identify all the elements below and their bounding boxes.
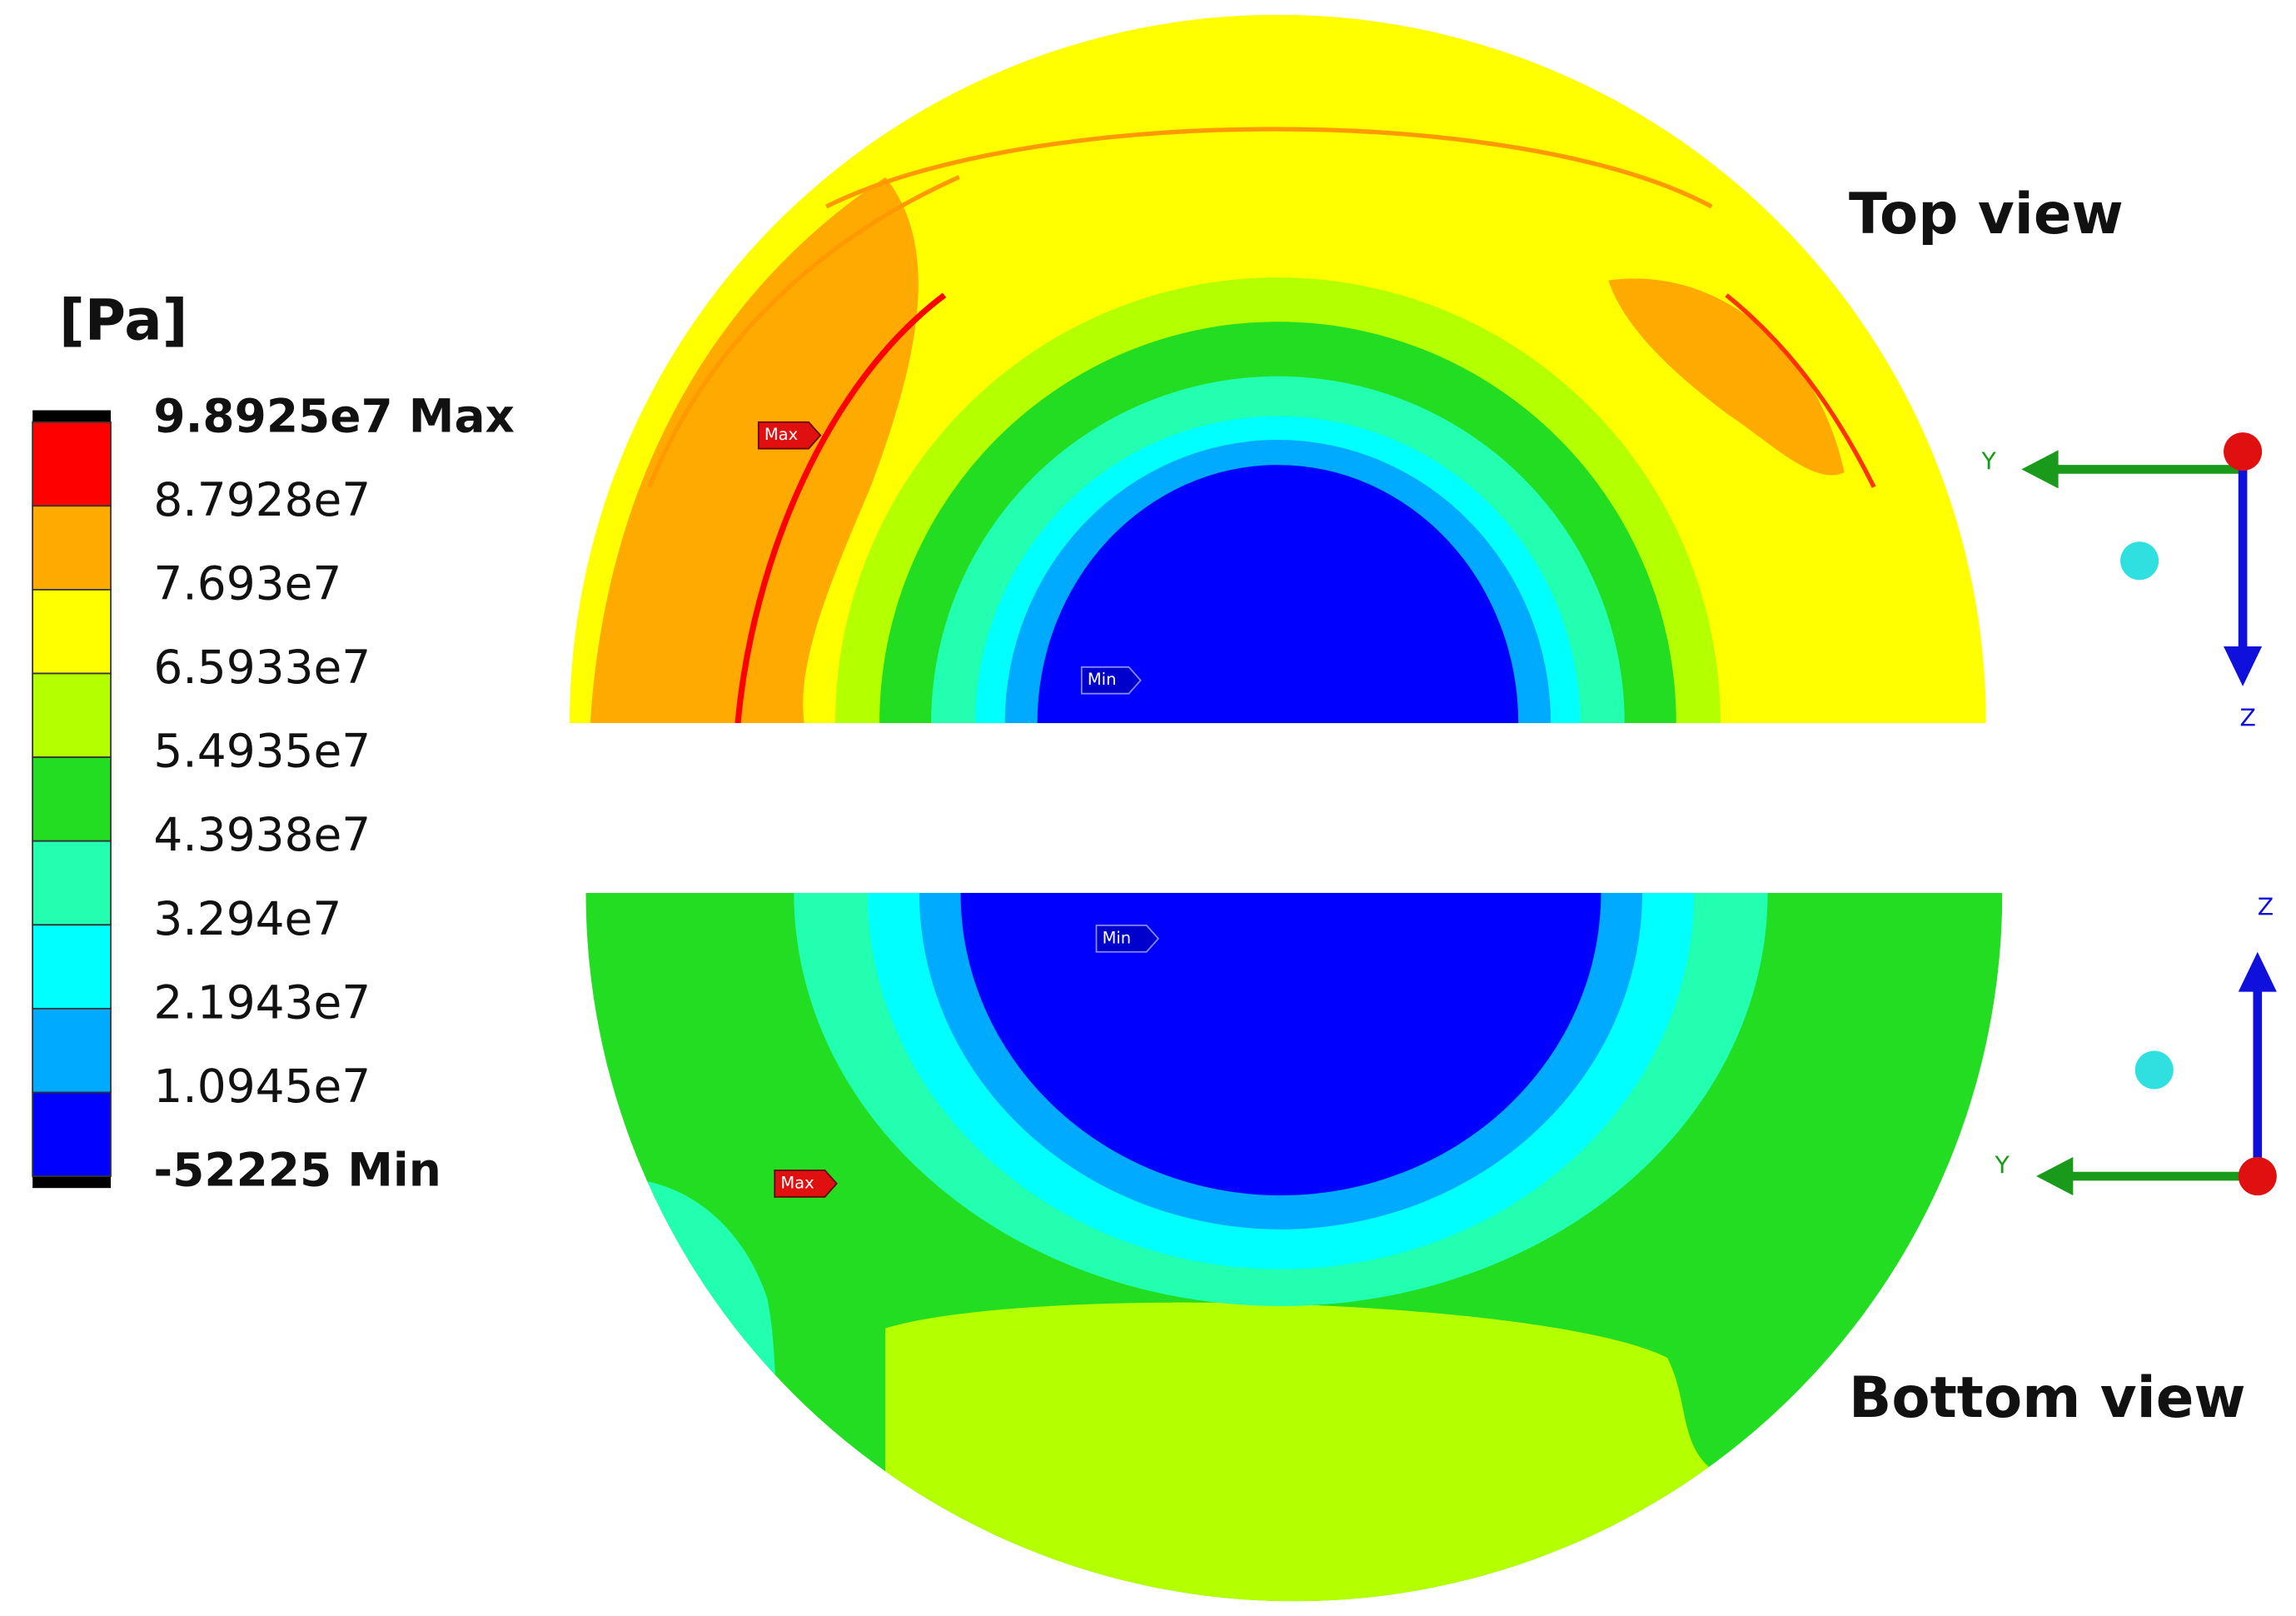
legend-label: 9.8925e7 Max: [153, 389, 515, 442]
legend-label: 4.3938e7: [153, 808, 371, 861]
axis-triad: Y Z: [1981, 432, 2263, 732]
legend-label: 1.0945e7: [153, 1060, 371, 1113]
legend-band: [32, 1091, 112, 1177]
legend-label: 6.5933e7: [153, 641, 371, 694]
legend-band: [32, 840, 112, 926]
legend: 9.8925e7 Max 8.7928e7 7.693e7 6.5933e7 5.493…: [32, 389, 515, 1197]
axis-label: Y: [1994, 1151, 2010, 1179]
legend-band: [32, 924, 112, 1010]
legend-label: 8.7928e7: [153, 473, 371, 526]
legend-band: [32, 589, 112, 675]
axis-triad: Y Z: [1994, 893, 2277, 1196]
min-tag: Min: [1095, 924, 1160, 953]
view-title: Top view: [1849, 182, 2124, 247]
tag-text: Min: [1103, 928, 1132, 947]
axis-label: Z: [2240, 705, 2256, 732]
legend-cap: [32, 1176, 112, 1189]
legend-band: [32, 421, 112, 507]
min-tag: Min: [1080, 666, 1142, 695]
legend-unit: [Pa]: [59, 287, 187, 352]
legend-label: 3.294e7: [153, 892, 341, 945]
legend-label: 7.693e7: [153, 556, 341, 610]
axis-label: Z: [2258, 893, 2274, 920]
legend-label: 5.4935e7: [153, 725, 371, 778]
legend-label: -52225 Min: [153, 1144, 441, 1197]
view-title: Bottom view: [1849, 1365, 2246, 1430]
tag-text: Max: [765, 425, 798, 444]
tag-text: Max: [780, 1173, 814, 1192]
legend-label: 2.1943e7: [153, 975, 371, 1029]
legend-band: [32, 505, 112, 591]
tag-text: Min: [1088, 670, 1117, 689]
legend-band: [32, 1007, 112, 1094]
legend-band: [32, 672, 112, 758]
max-tag: Max: [774, 1170, 838, 1198]
legend-cap: [32, 410, 112, 422]
axis-label: Y: [1981, 447, 1997, 475]
legend-band: [32, 756, 112, 842]
max-tag: Max: [757, 421, 822, 450]
